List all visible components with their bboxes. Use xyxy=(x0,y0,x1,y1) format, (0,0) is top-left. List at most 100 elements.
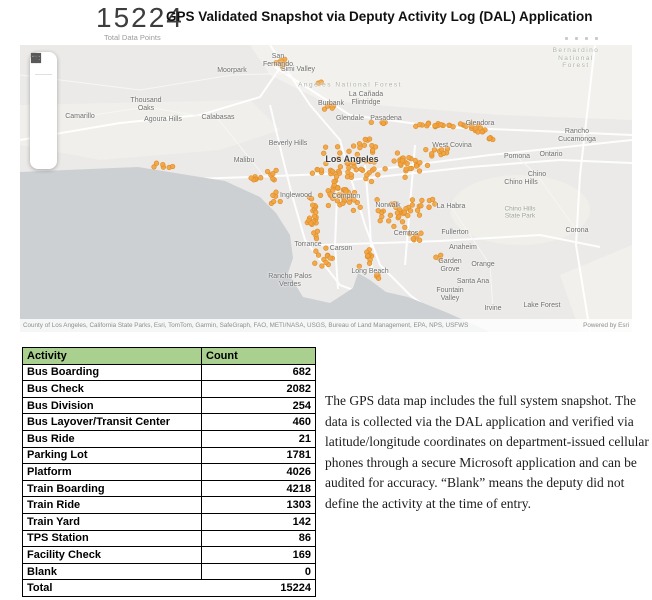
gps-point xyxy=(337,150,343,156)
total-label-cell: Total xyxy=(22,579,202,597)
gps-point xyxy=(424,162,431,169)
gps-point xyxy=(329,168,336,175)
count-cell: 142 xyxy=(201,512,316,531)
gps-point xyxy=(394,210,401,216)
table-row: Train Ride 1303 xyxy=(22,496,316,514)
count-cell: 682 xyxy=(201,363,316,382)
gps-point xyxy=(317,192,324,199)
count-cell: 460 xyxy=(201,413,316,431)
gps-point xyxy=(335,185,341,191)
terrain-east-hills xyxy=(560,245,632,332)
gps-point xyxy=(334,144,341,150)
table-row: TPS Station 86 xyxy=(22,529,316,548)
table-row: Bus Ride 21 xyxy=(22,429,316,448)
gps-point xyxy=(319,263,325,269)
gps-point xyxy=(357,204,363,210)
gps-point xyxy=(309,170,316,176)
gps-point xyxy=(368,178,375,185)
count-cell: 21 xyxy=(201,429,316,448)
total-count-cell: 15224 xyxy=(201,579,316,597)
activity-table: Activity Count Bus Boarding 682 Bus Check 2… xyxy=(22,347,316,597)
count-cell: 254 xyxy=(201,396,316,415)
total-data-points-label: Total Data Points xyxy=(104,33,161,42)
ocean xyxy=(20,167,490,332)
map-overflow-controls[interactable] xyxy=(565,37,598,40)
count-column-header: Count xyxy=(201,347,316,365)
gps-point xyxy=(426,204,432,210)
gps-point xyxy=(313,235,320,242)
gps-point xyxy=(346,165,352,171)
table-row: Train Yard 142 xyxy=(22,512,316,531)
gps-point xyxy=(258,175,264,181)
gps-point xyxy=(160,161,166,168)
gps-point xyxy=(277,198,283,205)
gps-point xyxy=(402,174,408,180)
gps-point xyxy=(375,275,382,281)
terrain-chino-hills xyxy=(450,175,590,245)
gps-point xyxy=(340,200,346,207)
gps-point xyxy=(425,121,431,127)
extent-icon[interactable] xyxy=(31,53,54,129)
gps-point xyxy=(330,187,336,193)
gps-map[interactable]: Moorpark Simi Valley Camarillo Thousand Oak… xyxy=(20,45,632,332)
gps-point xyxy=(271,198,277,205)
gps-point xyxy=(358,166,364,172)
gps-point xyxy=(416,168,423,174)
activity-cell: Bus Ride xyxy=(22,429,202,448)
gps-point xyxy=(414,233,420,239)
gps-point xyxy=(431,147,438,153)
gps-point xyxy=(169,163,176,170)
gps-point xyxy=(399,219,406,225)
gps-point xyxy=(270,192,276,198)
table-row: Blank 0 xyxy=(22,562,316,581)
page-title: GPS Validated Snapshot via Deputy Activi… xyxy=(166,9,593,24)
gps-point xyxy=(404,160,410,167)
basemap-grid-icon[interactable] xyxy=(30,52,54,111)
count-cell: 0 xyxy=(201,562,316,581)
gps-point xyxy=(366,260,373,266)
activity-cell: Blank xyxy=(22,562,202,581)
table-body: Bus Boarding 682 Bus Check 2082 Bus Division… xyxy=(22,363,316,597)
map-attribution-bar: County of Los Angeles, California State … xyxy=(20,319,632,332)
gps-point xyxy=(343,188,349,194)
terrain-mountains-north xyxy=(250,45,632,120)
gps-point xyxy=(401,209,408,215)
gps-point xyxy=(361,142,368,148)
user-icon[interactable] xyxy=(31,53,54,165)
gps-point xyxy=(270,171,276,177)
gps-point xyxy=(387,212,394,218)
gps-point xyxy=(327,191,333,197)
activity-cell: Train Yard xyxy=(22,512,202,531)
gps-point xyxy=(336,170,343,176)
attribution-text: County of Los Angeles, California State … xyxy=(23,322,469,329)
powered-by-esri: Powered by Esri xyxy=(583,322,629,329)
gps-point xyxy=(406,230,413,237)
gps-point xyxy=(323,160,329,167)
gps-point xyxy=(469,123,475,129)
gps-point xyxy=(437,256,443,262)
overflow-dot xyxy=(565,37,568,40)
count-cell: 4218 xyxy=(201,479,316,498)
gps-point xyxy=(406,154,412,161)
count-cell: 169 xyxy=(201,546,316,564)
gps-point xyxy=(419,197,425,204)
gps-point xyxy=(432,201,438,207)
count-cell: 2082 xyxy=(201,380,316,398)
gps-point xyxy=(348,172,355,178)
gps-point xyxy=(334,198,340,204)
table-row: Bus Layover/Transit Center 460 xyxy=(22,413,316,431)
gps-point xyxy=(382,166,388,172)
gps-point xyxy=(375,172,381,178)
gps-point xyxy=(380,120,387,127)
table-header-row: Activity Count xyxy=(22,347,316,365)
search-icon[interactable] xyxy=(30,52,54,147)
table-row: Parking Lot 1781 xyxy=(22,446,316,465)
gps-point xyxy=(409,202,415,208)
gps-point xyxy=(324,103,331,109)
gps-point xyxy=(344,160,350,166)
overflow-dot xyxy=(595,37,598,40)
activity-cell: Train Ride xyxy=(22,496,202,514)
overflow-dot xyxy=(575,37,578,40)
globe-icon[interactable] xyxy=(30,52,54,93)
gps-point xyxy=(417,121,423,128)
